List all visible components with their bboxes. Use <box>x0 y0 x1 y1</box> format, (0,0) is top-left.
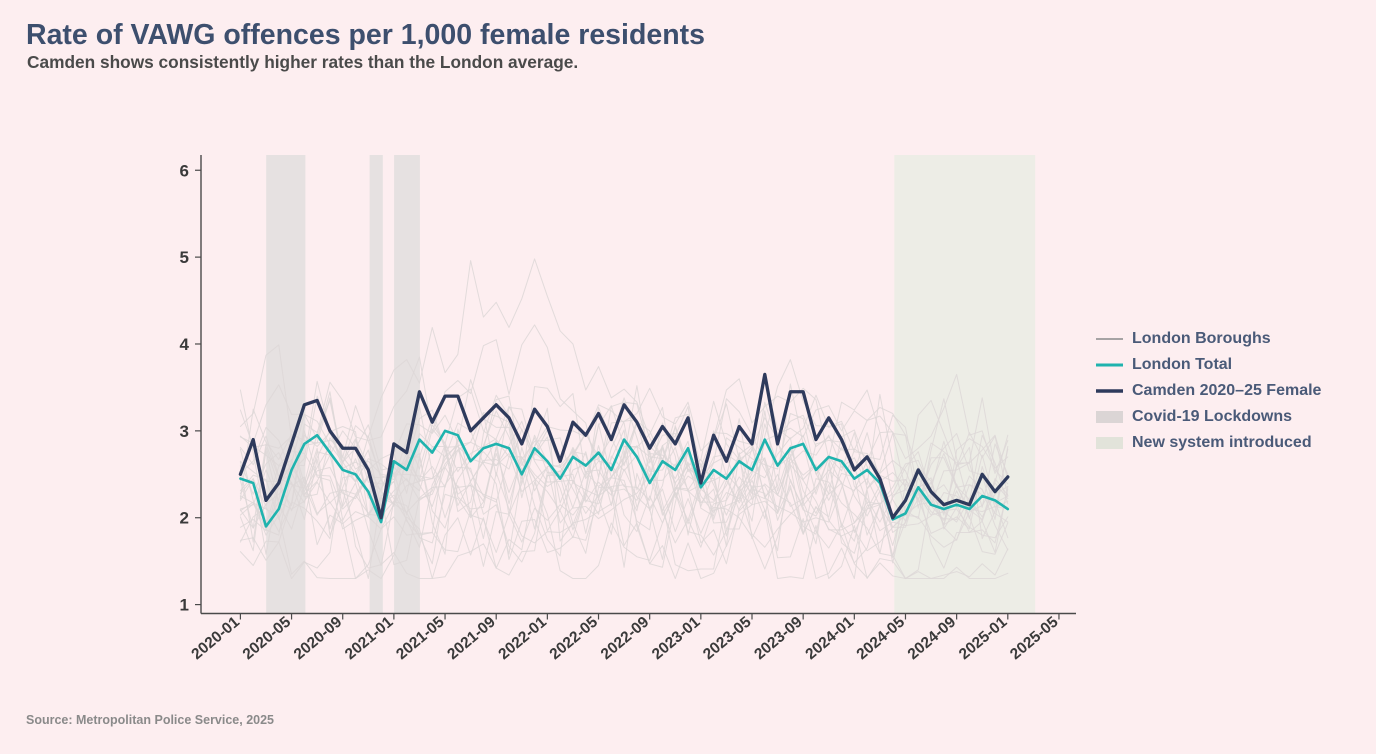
svg-text:2022-01: 2022-01 <box>495 613 550 663</box>
svg-text:2025-05: 2025-05 <box>1007 613 1062 663</box>
svg-text:2023-01: 2023-01 <box>649 613 704 663</box>
svg-text:4: 4 <box>180 335 190 354</box>
svg-text:2020-05: 2020-05 <box>240 613 295 663</box>
svg-text:2023-09: 2023-09 <box>751 613 806 663</box>
svg-text:2023-05: 2023-05 <box>700 613 755 663</box>
svg-text:1: 1 <box>180 596 189 615</box>
svg-text:2020-09: 2020-09 <box>291 613 346 663</box>
svg-text:2024-09: 2024-09 <box>905 613 960 663</box>
svg-text:3: 3 <box>180 422 189 441</box>
svg-text:5: 5 <box>180 248 189 267</box>
svg-text:6: 6 <box>180 161 189 180</box>
svg-text:2024-01: 2024-01 <box>802 613 857 663</box>
svg-text:2020-01: 2020-01 <box>188 613 243 663</box>
svg-text:2022-05: 2022-05 <box>547 613 602 663</box>
svg-text:2021-01: 2021-01 <box>342 613 397 663</box>
svg-text:2022-09: 2022-09 <box>598 613 653 663</box>
svg-text:2: 2 <box>180 509 189 528</box>
svg-text:2024-05: 2024-05 <box>854 613 909 663</box>
svg-text:2021-09: 2021-09 <box>444 613 499 663</box>
svg-text:2025-01: 2025-01 <box>956 613 1011 663</box>
svg-text:2021-05: 2021-05 <box>393 613 448 663</box>
